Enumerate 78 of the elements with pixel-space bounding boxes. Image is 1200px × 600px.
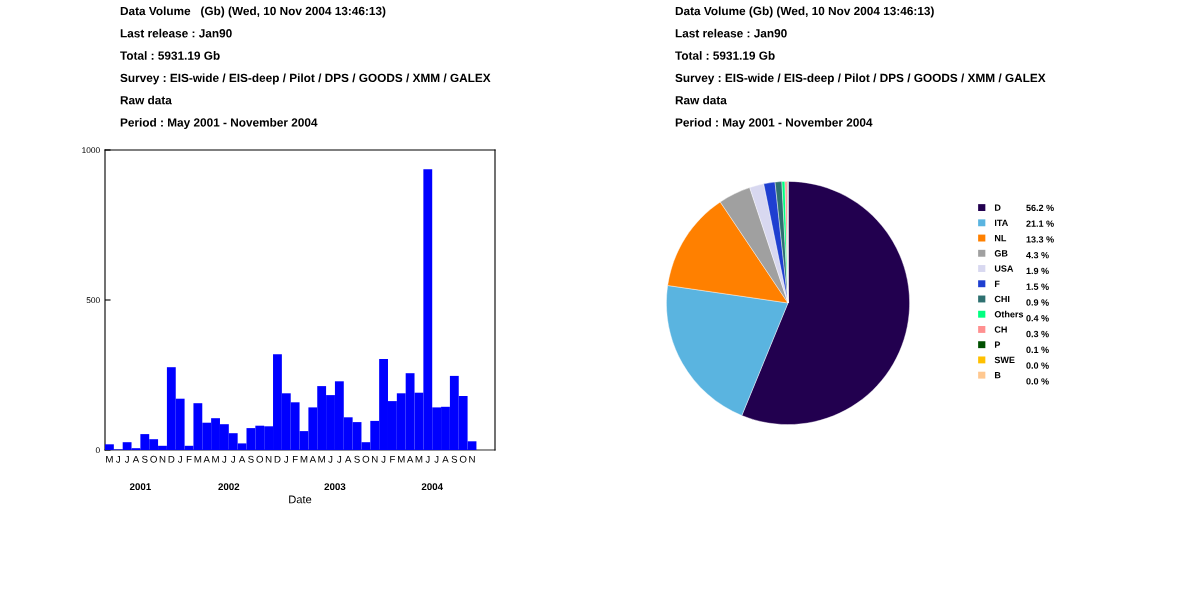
x-tick-label: A <box>203 455 210 463</box>
x-tick-label: F <box>390 455 395 463</box>
chart-title: Data Volume (Gb) (Wed, 10 Nov 2004 13:46:13) <box>675 6 934 18</box>
x-tick-label: A <box>309 455 317 463</box>
y-tick-label: 0 <box>95 447 100 454</box>
x-tick-label: J <box>381 455 386 463</box>
x-tick-label: J <box>222 455 227 463</box>
x-tick-label: D <box>274 455 281 463</box>
data-label: 1.5 % <box>1026 283 1049 290</box>
legend-label: GB <box>994 250 1008 257</box>
legend-label: CH <box>994 326 1007 333</box>
x-tick-label: N <box>265 455 272 463</box>
text: 2001 <box>129 483 151 491</box>
x-tick-label: D <box>168 455 175 463</box>
x-tick-label: O <box>150 455 157 463</box>
text: 0.0 % <box>1026 362 1049 369</box>
x-tick-label: F <box>292 455 298 463</box>
data-label: 1.9 % <box>1026 267 1049 275</box>
x-tick-label: J <box>328 455 333 463</box>
y-tick-label: 500 <box>86 297 100 304</box>
data-label: 0.3 % <box>1026 330 1049 338</box>
legend-label: P <box>994 341 1001 348</box>
data-label: 13.3 % <box>1026 236 1054 243</box>
data-label: 0.9 % <box>1026 299 1049 306</box>
x-tick-label: J <box>124 455 129 463</box>
x-tick-label: M <box>415 455 423 463</box>
x-tick-label: A <box>344 455 352 463</box>
data-label: 0.1 % <box>1026 346 1049 353</box>
x-tick-label: S <box>354 455 360 463</box>
x-tick-label: J <box>337 455 342 463</box>
text: 2004 <box>421 483 443 491</box>
x-tick-label: M <box>300 455 308 463</box>
text: 2002 <box>218 483 240 491</box>
x-tick-label: J <box>284 455 288 463</box>
data-label: 0.4 % <box>1026 315 1049 322</box>
x-tick-label: J <box>177 455 182 463</box>
legend-label: CHI <box>994 295 1010 303</box>
legend-label: SWE <box>994 356 1015 364</box>
x-tick-label: S <box>248 455 254 463</box>
x-tick-label: M <box>318 455 325 463</box>
x-tick-label: N <box>372 455 378 463</box>
legend-label: Others <box>994 310 1024 318</box>
data-label: 21.1 % <box>1026 220 1054 227</box>
x-tick-label: O <box>459 455 467 463</box>
x-tick-label: J <box>425 455 430 463</box>
x-tick-label: M <box>212 455 219 463</box>
x-tick-label: M <box>106 455 113 463</box>
x-tick-label: N <box>159 455 166 463</box>
chart-subtitle: Last release : Jan90 Total : 5931.19 Gb Survey : EIS-wide / EIS-deep / Pilot / DPS / GOODS / XMM / GALEX Raw data Period : May 2001 - November 2004 <box>120 28 491 129</box>
chart-subtitle: Last release : Jan90 Total : 5931.19 Gb Survey : EIS-wide / EIS-deep / Pilot / DPS / GOODS / XMM / GALEX Raw data Period : May 2001 - November 2004 <box>675 28 1046 129</box>
x-tick-label: J <box>115 455 120 463</box>
x-tick-label: M <box>194 455 202 463</box>
x-tick-label: A <box>442 455 449 463</box>
x-tick-label: O <box>362 455 370 463</box>
data-label: 4.3 % <box>1026 251 1049 259</box>
x-axis-title: Date <box>289 495 312 504</box>
legend-label: ITA <box>994 219 1009 226</box>
x-tick-label: J <box>230 455 235 463</box>
x-tick-label: M <box>398 455 405 463</box>
legend-label: USA <box>994 265 1014 272</box>
x-tick-label: S <box>451 455 458 463</box>
x-tick-label: S <box>142 455 148 463</box>
text: 2003 <box>324 483 346 491</box>
y-tick-label: 1000 <box>82 147 100 154</box>
x-tick-label: J <box>434 455 439 463</box>
x-tick-label: A <box>132 455 140 463</box>
legend-label: B <box>994 372 1001 379</box>
x-tick-label: N <box>469 455 475 463</box>
text: 0.0 % <box>1026 378 1049 385</box>
x-tick-label: A <box>238 455 246 463</box>
data-label: 56.2 % <box>1026 204 1054 212</box>
x-tick-label: A <box>406 455 414 463</box>
legend-label: NL <box>994 234 1007 242</box>
x-tick-label: O <box>256 455 264 463</box>
chart-title: Data Volume (Gb) (Wed, 10 Nov 2004 13:46:13) <box>120 6 386 18</box>
legend-label: D <box>994 204 1001 211</box>
legend-label: F <box>994 280 1000 287</box>
x-tick-label: F <box>186 455 192 463</box>
